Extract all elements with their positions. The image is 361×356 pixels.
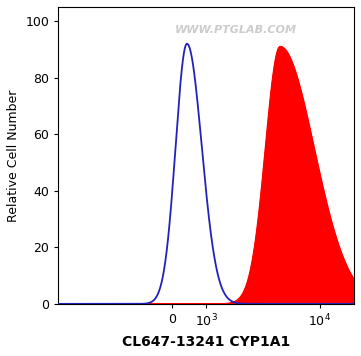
Text: WWW.PTGLAB.COM: WWW.PTGLAB.COM: [175, 25, 297, 35]
X-axis label: CL647-13241 CYP1A1: CL647-13241 CYP1A1: [122, 335, 290, 349]
Y-axis label: Relative Cell Number: Relative Cell Number: [7, 89, 20, 221]
